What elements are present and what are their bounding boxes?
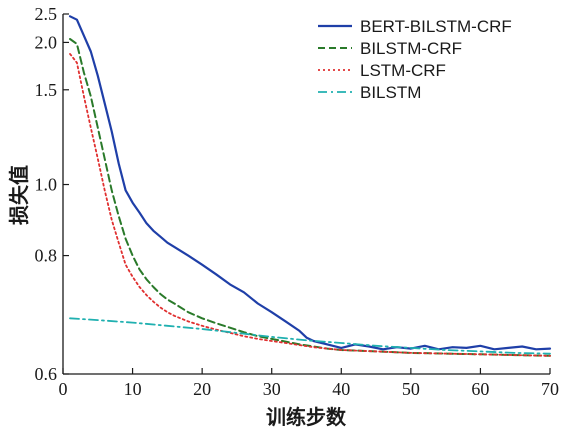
- series-layer: [68, 15, 552, 357]
- legend-label: LSTM-CRF: [360, 61, 446, 80]
- series-line-bilstm-crf: [69, 38, 551, 357]
- x-tick-label: 50: [402, 379, 420, 399]
- axes-layer: 0 10 20 30 40 50 60 70 0.6 0.8 1.0 1.5 2.0 2.5: [35, 4, 560, 399]
- x-tick-label: 30: [263, 379, 281, 399]
- y-tick-label: 2.5: [35, 4, 58, 24]
- x-tick-label: 20: [193, 379, 211, 399]
- legend: BERT-BILSTM-CRF BILSTM-CRF LSTM-CRF BILSTM: [318, 17, 512, 102]
- y-tick-label: 1.0: [35, 175, 58, 195]
- y-axis-title: 损失值: [7, 165, 31, 225]
- legend-label: BERT-BILSTM-CRF: [360, 17, 512, 36]
- y-tick-label: 1.5: [35, 80, 58, 100]
- x-tick-label: 0: [59, 379, 68, 399]
- x-tick-label: 60: [471, 379, 489, 399]
- series-line-lstm-crf: [69, 53, 551, 357]
- legend-label: BILSTM-CRF: [360, 39, 462, 58]
- x-tick-label: 10: [124, 379, 142, 399]
- y-tick-label: 0.8: [35, 246, 58, 266]
- series-line-bert-bilstm-crf: [68, 15, 552, 351]
- x-tick-label: 70: [541, 379, 559, 399]
- x-axis-title: 训练步数: [266, 405, 347, 429]
- y-tick-label: 0.6: [35, 364, 58, 384]
- legend-label: BILSTM: [360, 83, 421, 102]
- y-tick-label: 2.0: [35, 32, 58, 52]
- x-tick-label: 40: [332, 379, 350, 399]
- series-line-bilstm: [69, 317, 551, 355]
